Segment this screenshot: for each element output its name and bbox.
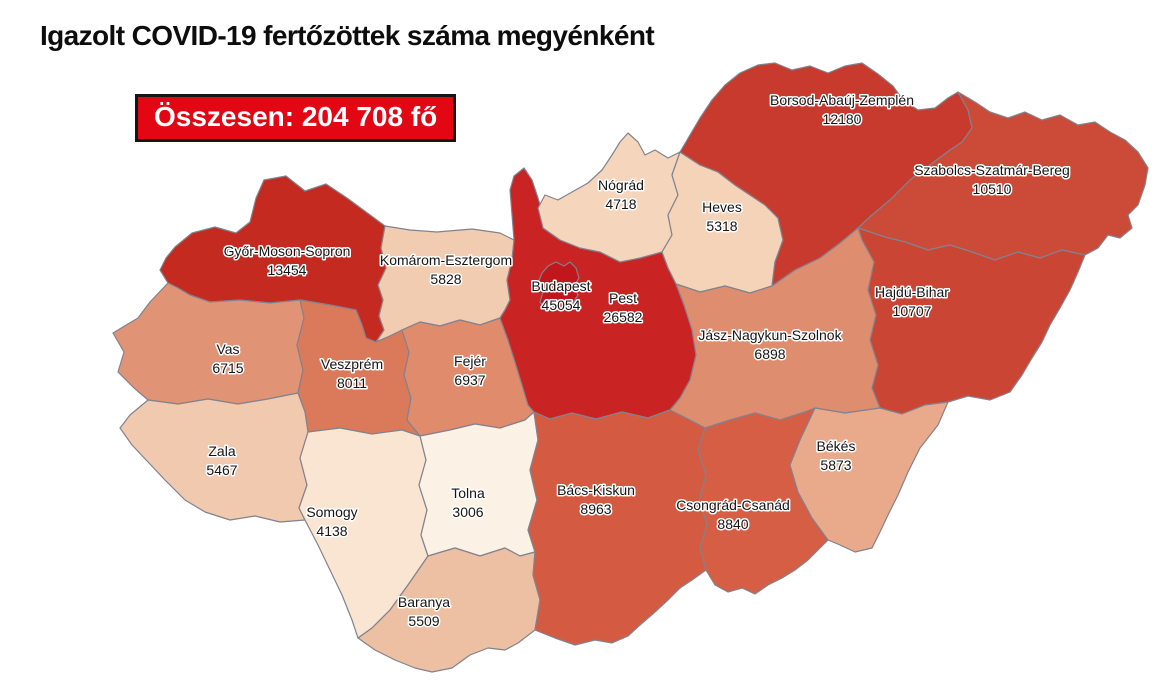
- county-value-zala: 5467: [206, 462, 237, 478]
- county-name-borsod-abauj-zemplen: Borsod-Abaúj-Zemplén: [770, 92, 914, 108]
- county-value-nograd: 4718: [605, 196, 636, 212]
- county-nograd: [537, 132, 681, 263]
- county-value-baranya: 5509: [408, 613, 439, 629]
- county-value-bacs-kiskun: 8963: [580, 501, 611, 517]
- county-name-szabolcs-szatmar-bereg: Szabolcs-Szatmár-Bereg: [914, 162, 1070, 178]
- county-value-gyor-moson-sopron: 13454: [268, 262, 307, 278]
- county-name-hajdu-bihar: Hajdú-Bihar: [875, 284, 949, 300]
- county-name-zala: Zala: [208, 443, 235, 459]
- county-szabolcs-szatmar-bereg: [857, 91, 1149, 261]
- county-name-heves: Heves: [702, 199, 742, 215]
- county-csongrad-csanad: [697, 407, 829, 595]
- county-name-jasz-nagykun-szolnok: Jász-Nagykun-Szolnok: [698, 327, 842, 343]
- county-value-budapest: 45054: [542, 297, 581, 313]
- county-name-komarom-esztergom: Komárom-Esztergom: [380, 252, 512, 268]
- page-title: Igazolt COVID-19 fertőzöttek száma megyé…: [40, 20, 655, 51]
- county-tolna: [418, 411, 539, 557]
- county-name-veszprem: Veszprém: [321, 356, 383, 372]
- county-value-szabolcs-szatmar-bereg: 10510: [973, 181, 1012, 197]
- county-name-bekes: Békés: [817, 438, 856, 454]
- county-jasz-nagykun-szolnok: [669, 227, 881, 429]
- county-name-budapest: Budapest: [531, 278, 590, 294]
- county-name-baranya: Baranya: [398, 594, 450, 610]
- county-name-fejer: Fejér: [454, 353, 486, 369]
- county-value-pest: 26582: [604, 309, 643, 325]
- county-value-jasz-nagykun-szolnok: 6898: [754, 346, 785, 362]
- county-value-borsod-abauj-zemplen: 12180: [823, 111, 862, 127]
- county-name-csongrad-csanad: Csongrád-Csanád: [676, 497, 790, 513]
- county-value-hajdu-bihar: 10707: [893, 303, 932, 319]
- county-name-bacs-kiskun: Bács-Kiskun: [557, 482, 635, 498]
- county-value-csongrad-csanad: 8840: [717, 516, 748, 532]
- county-name-pest: Pest: [609, 290, 637, 306]
- county-value-tolna: 3006: [452, 504, 483, 520]
- total-badge: Összesen: 204 708 fő: [135, 94, 457, 142]
- county-name-vas: Vas: [216, 341, 239, 357]
- county-bacs-kiskun: [527, 409, 708, 646]
- county-value-somogy: 4138: [316, 523, 347, 539]
- county-name-somogy: Somogy: [306, 504, 357, 520]
- county-value-komarom-esztergom: 5828: [430, 271, 461, 287]
- county-bekes: [789, 401, 949, 553]
- county-name-tolna: Tolna: [451, 485, 485, 501]
- county-hajdu-bihar: [857, 227, 1086, 415]
- county-value-veszprem: 8011: [337, 375, 367, 391]
- county-value-bekes: 5873: [820, 457, 851, 473]
- county-value-heves: 5318: [706, 218, 737, 234]
- total-badge-label: Összesen: 204 708 fő: [154, 101, 438, 132]
- county-name-nograd: Nógrád: [598, 177, 644, 193]
- county-baranya: [357, 547, 541, 673]
- county-value-fejer: 6937: [454, 372, 485, 388]
- county-budapest: [537, 261, 580, 311]
- county-value-vas: 6715: [212, 360, 243, 376]
- county-name-gyor-moson-sopron: Győr-Moson-Sopron: [224, 243, 351, 259]
